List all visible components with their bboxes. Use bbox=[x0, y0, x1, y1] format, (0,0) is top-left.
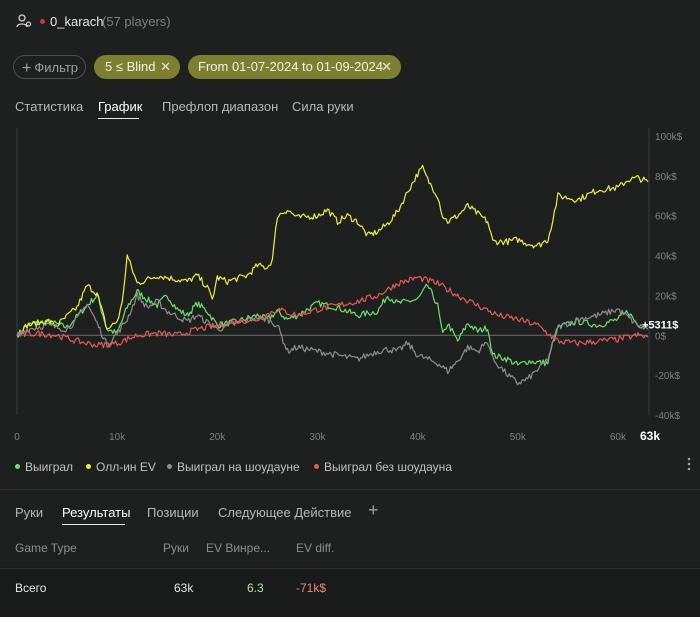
series-line-4 bbox=[16, 276, 649, 349]
user-settings-icon[interactable] bbox=[16, 13, 32, 29]
tab-hand-strength[interactable]: Сила руки bbox=[292, 99, 354, 114]
tab-positions[interactable]: Позиции bbox=[147, 505, 199, 520]
x-end-label: 63k bbox=[640, 429, 660, 443]
section-divider bbox=[0, 489, 700, 490]
row-divider bbox=[0, 568, 700, 569]
series-line-1 bbox=[16, 283, 649, 367]
legend-item-showdown[interactable]: Выиграл на шоудауне bbox=[167, 460, 300, 474]
x-tick-label: 20k bbox=[209, 432, 226, 443]
total-hands: 63k bbox=[174, 581, 194, 595]
legend-item-allin-ev[interactable]: Олл-ин EV bbox=[86, 460, 156, 474]
tab-statistics[interactable]: Статистика bbox=[15, 99, 84, 114]
tab-hands[interactable]: Руки bbox=[15, 505, 44, 520]
x-tick-label: 50k bbox=[510, 432, 527, 443]
filter-label: Фильтр bbox=[34, 60, 79, 75]
legend-dot-icon bbox=[86, 464, 91, 469]
total-game-type: Всего bbox=[15, 581, 47, 595]
plus-icon: + bbox=[22, 60, 32, 77]
column-header-hands[interactable]: Руки bbox=[163, 541, 189, 555]
y-tick-label: 60k$ bbox=[655, 212, 677, 223]
x-tick-label: 10k bbox=[109, 432, 126, 443]
date-filter-chip[interactable]: From 01-07-2024 to 01-09-2024 ✕ bbox=[188, 55, 401, 79]
y-tick-label: -20k$ bbox=[655, 371, 680, 382]
username[interactable]: 0_karach bbox=[50, 14, 104, 29]
legend-label: Выиграл на шоудауне bbox=[177, 460, 300, 474]
x-tick-label: 60k bbox=[610, 432, 627, 443]
tab-graph[interactable]: График bbox=[98, 99, 143, 114]
current-value-label: +5311$ bbox=[642, 320, 678, 332]
series-line-3 bbox=[16, 292, 649, 386]
y-tick-label: 80k$ bbox=[655, 172, 677, 183]
add-tab-icon[interactable]: + bbox=[368, 500, 379, 520]
blind-chip-label: 5 ≤ Blind bbox=[105, 59, 156, 74]
tab-preflop-range[interactable]: Префлоп диапазон bbox=[162, 99, 279, 114]
y-tick-label: 20k$ bbox=[655, 291, 677, 302]
status-dot bbox=[40, 19, 45, 24]
column-header-game-type[interactable]: Game Type bbox=[15, 541, 77, 555]
remove-blind-filter-icon[interactable]: ✕ bbox=[160, 59, 171, 74]
tab-results[interactable]: Результаты bbox=[62, 505, 131, 520]
column-header-ev-diff[interactable]: EV diff. bbox=[296, 541, 335, 555]
legend-label: Выиграл без шоудауна bbox=[324, 460, 452, 474]
filter-button[interactable]: + Фильтр bbox=[13, 55, 86, 79]
tab-next-action[interactable]: Следующее Действие bbox=[218, 505, 352, 520]
total-ev-diff: -71k$ bbox=[296, 581, 327, 595]
more-options-icon[interactable] bbox=[686, 456, 692, 472]
header-bar: 0_karach (57 players) bbox=[0, 0, 700, 44]
legend-dot-icon bbox=[314, 464, 319, 469]
table-row-total[interactable] bbox=[0, 566, 700, 617]
y-tick-label: 40k$ bbox=[655, 252, 677, 263]
series-line-2 bbox=[16, 164, 649, 336]
y-tick-label: 0$ bbox=[655, 331, 667, 342]
legend-item-won[interactable]: Выиграл bbox=[15, 460, 73, 474]
players-count: (57 players) bbox=[102, 14, 171, 29]
blind-filter-chip[interactable]: 5 ≤ Blind ✕ bbox=[94, 55, 180, 79]
results-chart[interactable]: 100k$ 80k$ 60k$ 40k$ 20k$ 0$ -20k$ -40k$ 0 10k 20k… bbox=[0, 128, 700, 448]
y-tick-label: 100k$ bbox=[655, 132, 683, 143]
legend-dot-icon bbox=[167, 464, 172, 469]
legend-dot-icon bbox=[15, 464, 20, 469]
x-tick-label: 40k bbox=[410, 432, 427, 443]
active-tab-underline bbox=[98, 118, 139, 119]
legend-label: Олл-ин EV bbox=[96, 460, 156, 474]
remove-date-filter-icon[interactable]: ✕ bbox=[381, 59, 392, 74]
total-ev-winrate: 6.3 bbox=[247, 581, 264, 595]
x-tick-label: 30k bbox=[309, 432, 326, 443]
legend-item-non-showdown[interactable]: Выиграл без шоудауна bbox=[314, 460, 452, 474]
legend-label: Выиграл bbox=[25, 460, 74, 474]
active-tab-underline bbox=[62, 524, 125, 525]
x-tick-label: 0 bbox=[14, 432, 20, 443]
column-header-ev-winrate[interactable]: EV Винре... bbox=[206, 541, 271, 555]
date-chip-label: From 01-07-2024 to 01-09-2024 bbox=[198, 59, 384, 74]
y-tick-label: -40k$ bbox=[655, 411, 680, 422]
